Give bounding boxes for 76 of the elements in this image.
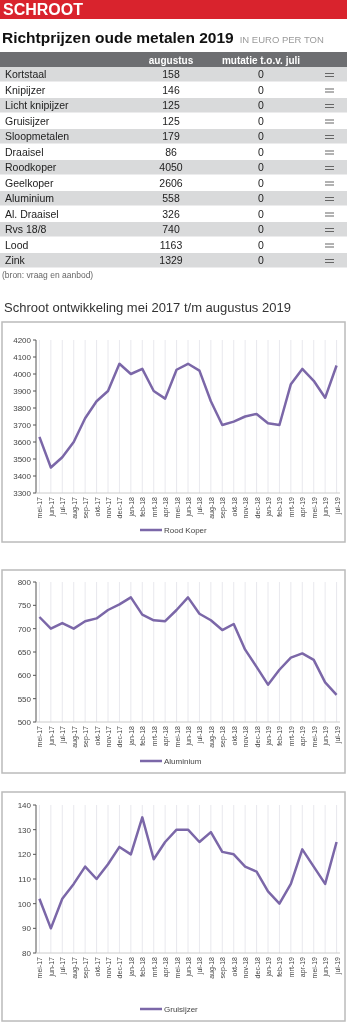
category-label: Lood (5, 238, 29, 251)
data-label: 0 (258, 254, 265, 266)
data-label: 4050 (159, 161, 183, 173)
y-tick-label: 90 (22, 924, 32, 934)
data-label: 0 (258, 83, 265, 96)
data-label: 146 (162, 83, 180, 96)
data-label: 0 (258, 145, 265, 158)
data-label: 740 (162, 223, 180, 235)
data-label: 0 (258, 176, 265, 189)
y-tick-label: 3900 (13, 387, 32, 396)
data-label: 558 (162, 192, 180, 204)
data-label: 1163 (159, 238, 183, 251)
y-tick-label: 600 (17, 671, 32, 681)
legend-label: Gruisijzer (164, 1005, 199, 1014)
text: SCHROOT (3, 1, 84, 18)
y-tick-label: 130 (17, 825, 32, 835)
data-label: 125 (162, 114, 180, 127)
category-label: Sloopmetalen (5, 130, 70, 142)
category-label: Roodkoper (5, 161, 57, 173)
data-label: 125 (162, 99, 180, 111)
line-series (38, 362, 338, 469)
data-label: 0 (258, 114, 265, 127)
y-tick-label: 110 (18, 875, 32, 884)
category-label: Rvs 18/8 (5, 223, 47, 235)
line-series (38, 816, 338, 930)
legend-label: Rood Koper (164, 526, 208, 535)
text: (bron: vraag en aanbod) (2, 269, 94, 280)
y-tick-label: 120 (17, 850, 32, 860)
data-label: 0 (258, 99, 265, 111)
line-series (38, 596, 338, 697)
y-tick-label: 3800 (13, 404, 32, 413)
y-tick-label: 500 (17, 718, 32, 727)
y-tick-label: 3500 (13, 455, 32, 464)
data-label: 0 (258, 192, 265, 204)
category-label: Gruisijzer (5, 114, 50, 127)
data-label: 2606 (159, 176, 183, 189)
category-label: Kortstaal (5, 68, 47, 80)
y-tick-label: 650 (17, 648, 32, 657)
y-tick-label: 140 (17, 801, 32, 810)
y-tick-label: 4000 (13, 370, 32, 379)
y-tick-label: 80 (22, 949, 32, 958)
y-tick-label: 4200 (13, 336, 32, 345)
text: Richtprijzen oude metalen 2019 (2, 29, 234, 46)
data-label: 0 (258, 207, 265, 220)
category-label: Geelkoper (5, 176, 54, 189)
data-label: 326 (162, 207, 180, 220)
y-tick-label: 800 (17, 578, 32, 587)
y-tick-label: 3400 (13, 472, 32, 481)
data-label: 0 (258, 130, 265, 142)
y-tick-label: 700 (17, 624, 32, 634)
data-label: 0 (258, 238, 265, 251)
y-tick-label: 3300 (13, 489, 32, 498)
y-tick-label: 3700 (13, 421, 32, 430)
y-tick-label: 4100 (13, 353, 32, 362)
legend-label: Aluminium (164, 757, 202, 766)
data-label: 0 (258, 161, 265, 173)
y-tick-label: 550 (17, 694, 32, 704)
data-label: 158 (162, 68, 180, 80)
category-label: Aluminium (5, 192, 55, 204)
text: IN EURO PER TON (239, 34, 324, 45)
series-label: augustus (148, 54, 194, 66)
text: mutatie t.o.v. juli (221, 54, 301, 66)
chart-title: Schroot ontwikkeling mei 2017 t/m augustus 2019 (4, 300, 291, 315)
category-label: Draaisel (5, 145, 44, 158)
data-label: 1329 (159, 254, 183, 266)
category-label: Al. Draaisel (5, 207, 59, 220)
data-label: 0 (258, 223, 265, 235)
category-label: Knipijzer (5, 83, 46, 96)
y-tick-label: 3600 (13, 438, 32, 447)
category-label: Licht knipijzer (5, 99, 70, 111)
data-label: 86 (165, 145, 177, 158)
y-tick-label: 750 (17, 601, 32, 611)
data-label: 179 (162, 130, 180, 142)
data-label: 0 (258, 68, 265, 80)
y-tick-label: 100 (17, 899, 32, 909)
category-label: Zink (5, 254, 26, 266)
